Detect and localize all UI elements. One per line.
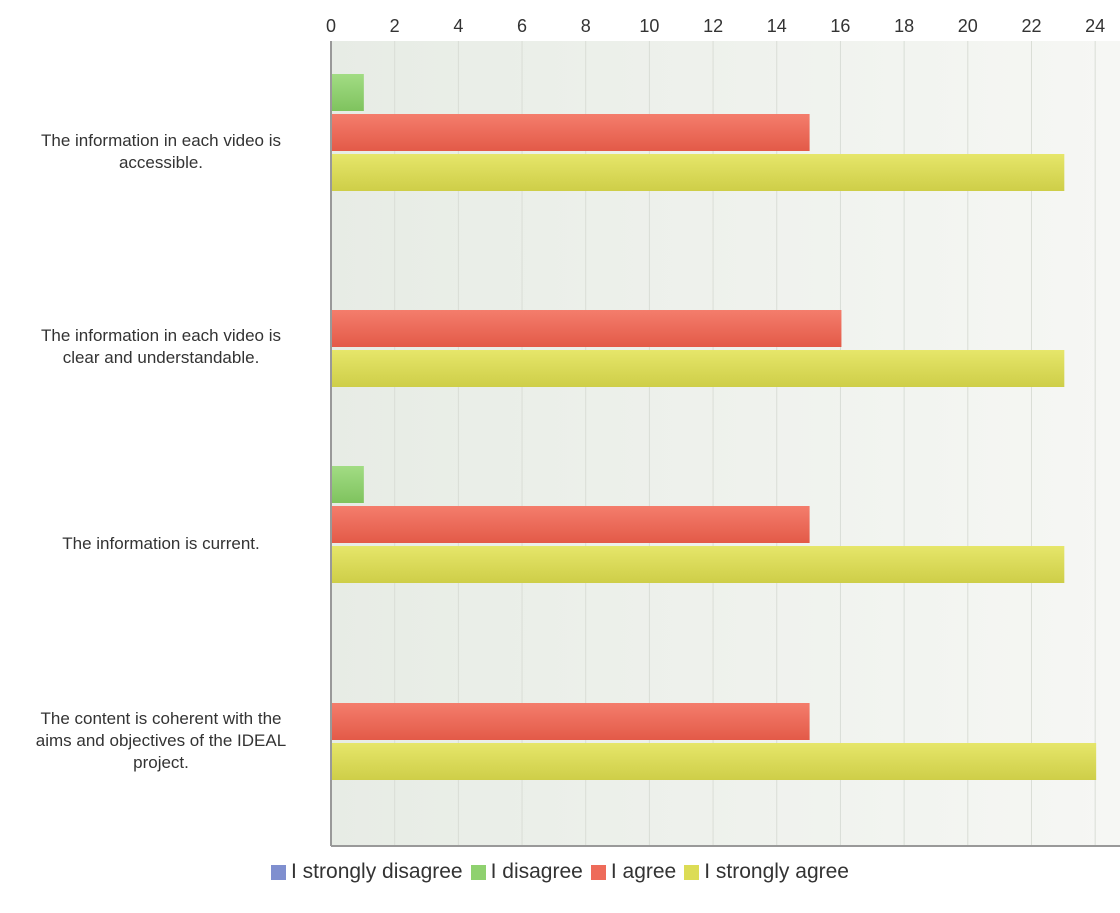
x-tick-label: 0	[326, 16, 336, 36]
category-label: The content is coherent with the aims and…	[35, 709, 287, 772]
legend-label: I disagree	[490, 860, 583, 883]
x-tick-label: 24	[1085, 16, 1105, 36]
legend-item: I strongly disagree	[271, 860, 463, 884]
x-tick-labels: 0 2 4 6 8 10 12 14 16 18 20 22 24	[326, 16, 1105, 36]
bar-i-agree	[332, 310, 842, 347]
category-label: The information in each video is clear an…	[40, 326, 282, 367]
x-tick-label: 12	[703, 16, 723, 36]
legend-item: I agree	[590, 860, 677, 884]
bar-i-disagree	[332, 466, 364, 503]
x-tick-label: 18	[894, 16, 914, 36]
legend-label: I strongly agree	[704, 860, 849, 883]
bar-i-strongly-agree	[332, 154, 1065, 191]
legend-swatch	[271, 864, 287, 880]
category-label: The information in each video is accessib…	[40, 131, 282, 172]
legend-item: I strongly agree	[684, 860, 849, 884]
legend-swatch	[470, 864, 486, 880]
x-tick-label: 6	[517, 16, 527, 36]
legend-swatch	[684, 864, 700, 880]
x-tick-label: 10	[639, 16, 659, 36]
legend-swatch	[590, 864, 606, 880]
bar-i-strongly-agree	[332, 743, 1097, 780]
legend-label: I agree	[610, 860, 677, 883]
x-tick-label: 16	[830, 16, 850, 36]
legend: I strongly disagree I disagree I agree I st…	[0, 857, 1120, 887]
x-tick-label: 4	[453, 16, 463, 36]
bar-i-agree	[332, 506, 810, 543]
bar-i-disagree	[332, 74, 364, 111]
x-tick-label: 14	[767, 16, 787, 36]
x-tick-label: 8	[581, 16, 591, 36]
bar-i-strongly-agree	[332, 546, 1065, 583]
x-tick-label: 22	[1021, 16, 1041, 36]
bar-i-strongly-agree	[332, 350, 1065, 387]
bar-i-agree	[332, 114, 810, 151]
x-tick-label: 20	[958, 16, 978, 36]
bar-i-agree	[332, 703, 810, 740]
x-tick-label: 2	[390, 16, 400, 36]
legend-label: I strongly disagree	[291, 860, 463, 883]
axis	[330, 41, 1120, 847]
category-label: The information is current.	[62, 534, 260, 553]
bars	[332, 74, 1097, 780]
legend-item: I disagree	[470, 860, 583, 884]
